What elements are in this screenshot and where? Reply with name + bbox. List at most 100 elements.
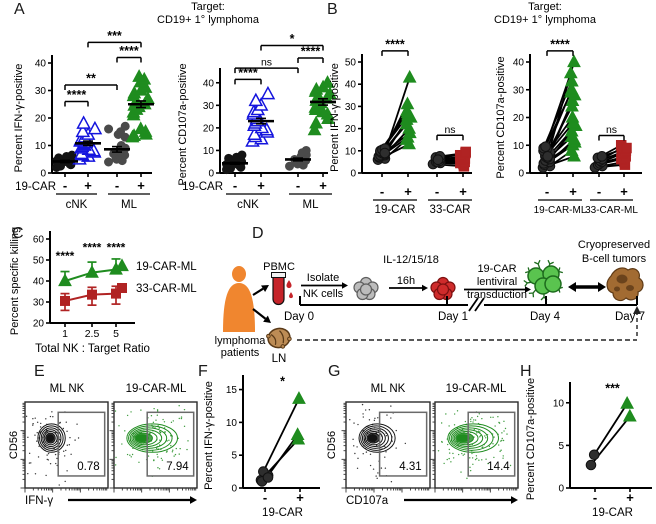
flow-blob-ML NK: [26, 411, 80, 486]
svg-text:19-CAR: 19-CAR: [262, 507, 303, 519]
svg-text:19-CAR: 19-CAR: [477, 263, 516, 275]
chart-a-ifng-scatter: 0 10 20 30 40 Percent IFN-γ-positive - + - + cNK ML…: [13, 29, 155, 211]
cell-cluster-icon: [430, 276, 456, 301]
svg-text:40: 40: [35, 59, 47, 70]
svg-text:20: 20: [35, 114, 47, 125]
svg-text:ns: ns: [261, 57, 272, 69]
cell-cluster-icon: [353, 276, 379, 301]
svg-text:30: 30: [513, 85, 525, 96]
svg-text:33-CAR-ML: 33-CAR-ML: [136, 283, 197, 295]
svg-text:+: +: [319, 178, 327, 193]
svg-text:-: -: [545, 184, 549, 199]
svg-text:****: ****: [385, 37, 405, 51]
svg-text:-: -: [597, 184, 601, 199]
svg-text:Isolate: Isolate: [307, 272, 339, 284]
svg-text:10: 10: [35, 141, 47, 152]
svg-text:Percent CD107a-positive: Percent CD107a-positive: [177, 63, 189, 185]
svg-text:-: -: [263, 490, 267, 505]
svg-text:40: 40: [203, 78, 215, 89]
svg-text:IFN-γ: IFN-γ: [25, 495, 53, 507]
pair-group-19-CAR: [255, 391, 306, 487]
svg-text:Percent CD107a-positive: Percent CD107a-positive: [525, 378, 537, 500]
svg-text:Day 1: Day 1: [438, 311, 468, 323]
svg-text:transduction: transduction: [467, 289, 527, 301]
svg-text:0: 0: [518, 169, 524, 180]
pair-group-33-CAR: [427, 146, 471, 172]
svg-text:CD56: CD56: [326, 431, 338, 459]
svg-text:ML NK: ML NK: [50, 383, 85, 395]
svg-text:Percent IFN-γ-positive: Percent IFN-γ-positive: [13, 64, 25, 173]
svg-text:-: -: [380, 184, 384, 199]
svg-text:20: 20: [33, 319, 45, 330]
blood-tube-icon: [271, 272, 293, 306]
svg-text:60: 60: [33, 235, 45, 246]
svg-text:+: +: [404, 184, 412, 199]
svg-text:lentiviral: lentiviral: [477, 276, 517, 288]
svg-text:50: 50: [345, 58, 357, 69]
svg-text:+: +: [459, 184, 467, 199]
svg-text:40: 40: [513, 58, 525, 69]
svg-text:*: *: [290, 32, 295, 46]
svg-text:20: 20: [513, 113, 525, 124]
svg-text:-: -: [435, 184, 439, 199]
pair-group-19-CAR: [372, 69, 418, 165]
svg-text:30: 30: [345, 102, 357, 113]
svg-text:Percent IFN-γ-positive: Percent IFN-γ-positive: [203, 381, 215, 490]
svg-text:5: 5: [231, 451, 237, 462]
svg-text:Day 0: Day 0: [284, 311, 314, 323]
svg-text:5: 5: [113, 328, 119, 340]
svg-text:+: +: [569, 184, 577, 199]
svg-text:Day 4: Day 4: [530, 311, 561, 323]
svg-text:10: 10: [226, 418, 238, 429]
svg-text:ML: ML: [121, 199, 138, 211]
svg-text:patients: patients: [221, 347, 260, 359]
svg-text:****: ****: [238, 66, 258, 80]
pair-group-19-CAR: [585, 395, 637, 471]
chart-b-ifng-paired: 0 10 20 30 40 50 Percent IFN-γ-positive - +19-CA…: [329, 37, 472, 216]
svg-text:***: ***: [107, 29, 122, 43]
panel-label-g: G: [328, 363, 341, 380]
svg-text:ns: ns: [606, 124, 617, 136]
svg-text:CD107a: CD107a: [346, 495, 389, 507]
svg-text:CD56: CD56: [8, 431, 20, 459]
svg-text:****: ****: [67, 88, 87, 102]
series-cNK+: [245, 85, 276, 147]
svg-text:0: 0: [208, 169, 214, 180]
svg-text:19-CAR-ML: 19-CAR-ML: [126, 383, 187, 395]
svg-text:Percent specific killing: Percent specific killing: [9, 227, 21, 335]
svg-text:33-CAR: 33-CAR: [430, 204, 471, 216]
flow-plots-ifng: ML NK 0.78 19-CAR-ML 7.94 CD56 IFN-γ: [8, 383, 198, 507]
chart-b-cd107a-paired: 0 10 20 30 40 Percent CD107a-positive - +19-CAR…: [495, 37, 642, 216]
svg-text:ns: ns: [444, 124, 455, 136]
svg-text:ML: ML: [303, 199, 320, 211]
svg-text:14.4: 14.4: [487, 461, 510, 473]
series-ML+: [307, 75, 337, 136]
svg-text:10: 10: [345, 146, 357, 157]
svg-text:19-CAR: 19-CAR: [375, 204, 416, 216]
svg-text:-: -: [63, 178, 67, 193]
svg-text:+: +: [620, 184, 628, 199]
svg-text:Total NK : Target Ratio: Total NK : Target Ratio: [35, 343, 150, 355]
svg-text:*: *: [280, 375, 285, 389]
svg-text:10: 10: [203, 146, 215, 157]
svg-text:-: -: [593, 490, 597, 505]
svg-text:+: +: [84, 178, 92, 193]
series-ML-: [104, 121, 130, 167]
svg-text:NK cells: NK cells: [303, 288, 344, 300]
svg-text:Cryopreserved: Cryopreserved: [578, 239, 650, 251]
flow-blob-ML NK: [349, 403, 407, 483]
pair-group-33-CAR-ML: [589, 140, 632, 173]
svg-text:30: 30: [35, 86, 47, 97]
line-series-33-CAR-ML: [60, 285, 121, 312]
svg-text:+: +: [296, 490, 304, 505]
svg-text:4.31: 4.31: [399, 461, 421, 473]
svg-text:40: 40: [33, 277, 45, 288]
svg-text:**: **: [86, 72, 96, 86]
patient-silhouette-icon: [223, 266, 255, 332]
svg-text:0.78: 0.78: [77, 461, 99, 473]
svg-text:lymphoma: lymphoma: [215, 335, 267, 347]
panel-b-title-line2: CD19+ 1° lymphoma: [494, 14, 596, 26]
svg-text:LN: LN: [272, 353, 287, 365]
svg-text:-: -: [233, 178, 237, 193]
